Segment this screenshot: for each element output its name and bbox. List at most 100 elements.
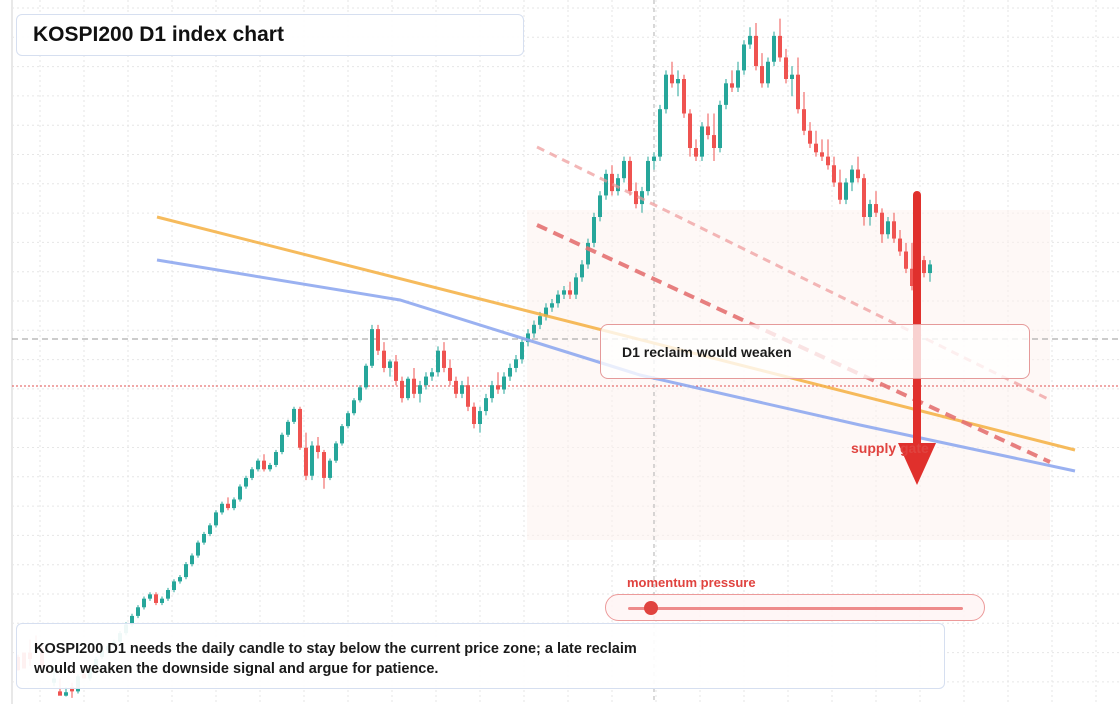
candle-up [592,217,596,243]
candle-up [574,277,578,295]
candle-down [670,74,674,84]
candle-down [862,178,866,217]
candle-up [130,615,134,625]
candle-up [256,460,260,470]
candle-up [886,221,890,235]
candle-up [274,452,278,465]
candle-up [64,692,68,696]
candle-down [802,109,806,131]
reclaim-callout: D1 reclaim would weaken [600,324,1030,379]
candle-down [376,329,380,351]
candle-down [394,361,398,381]
candle-series [16,18,932,698]
candle-down [304,447,308,476]
candle-up [208,525,212,534]
candle-up [676,79,680,84]
candle-down [634,191,638,205]
candle-up [142,598,146,608]
candle-up [310,445,314,476]
candle-up [742,44,746,71]
candle-up [328,460,332,478]
supply-gate-label: supply gate [851,440,929,456]
candle-up [508,367,512,377]
candle-down [448,367,452,381]
candle-down [70,687,74,692]
candle-down [814,143,818,153]
candle-up [184,564,188,578]
candle-up [196,542,200,556]
candle-up [358,387,362,401]
candle-up [490,385,494,399]
candle-down [826,156,830,166]
candle-down [892,221,896,239]
candle-up [418,385,422,394]
candle-down [154,594,158,603]
momentum-knob [644,601,659,615]
momentum-label: momentum pressure [627,575,756,590]
candle-down [706,126,710,136]
candle-up [868,204,872,217]
candle-down [262,460,266,470]
candle-up [514,359,518,368]
candle-up [598,195,602,217]
candle-down [760,66,764,84]
candle-down [322,452,326,478]
candle-down [610,173,614,192]
down-arrow-icon [898,191,936,485]
candle-up [790,74,794,79]
candle-up [202,533,206,543]
candle-down [688,113,692,148]
candle-up [748,35,752,45]
candle-up [352,400,356,414]
candle-up [586,242,590,265]
candle-up [424,376,428,386]
candle-down [754,35,758,67]
candle-up [736,70,740,88]
candle-down [904,251,908,269]
candle-down [400,380,404,399]
candle-down [910,268,914,286]
candle-down [382,350,386,368]
candle-down [784,57,788,79]
lower-trend-line [536,223,1051,464]
candle-down [226,503,230,509]
reclaim-label: D1 reclaim would weaken [622,343,792,360]
candle-down [412,378,416,394]
candle-up [724,83,728,105]
candle-up [388,361,392,368]
candle-down [694,148,698,157]
candle-down [778,35,782,58]
candle-up [178,577,182,582]
candle-up [166,590,170,599]
analysis-note-card: KOSPI200 D1 needs the daily candle to st… [16,623,945,689]
chart-title-card: KOSPI200 D1 index chart [16,14,524,56]
candle-up [616,178,620,192]
momentum-gauge [605,594,985,621]
candle-up [214,512,218,526]
candle-up [544,307,548,317]
candle-down [454,380,458,394]
candle-up [850,169,854,183]
candle-down [880,212,884,235]
candle-up [190,555,194,565]
candle-up [370,329,374,366]
candle-up [604,173,608,196]
candle-up [766,61,770,84]
candle-down [298,408,302,448]
candle-down [838,182,842,200]
candle-up [772,35,776,62]
candle-down [820,152,824,157]
candle-up [430,372,434,377]
candle-up [436,350,440,373]
candle-up [556,294,560,304]
candle-up [238,486,242,500]
candle-up [220,503,224,513]
candle-up [484,398,488,412]
candle-down [796,74,800,110]
candle-down [466,385,470,407]
candle-up [520,342,524,360]
candle-down [628,160,632,192]
candle-up [364,365,368,388]
candle-down [496,385,500,390]
candle-down [682,79,686,114]
